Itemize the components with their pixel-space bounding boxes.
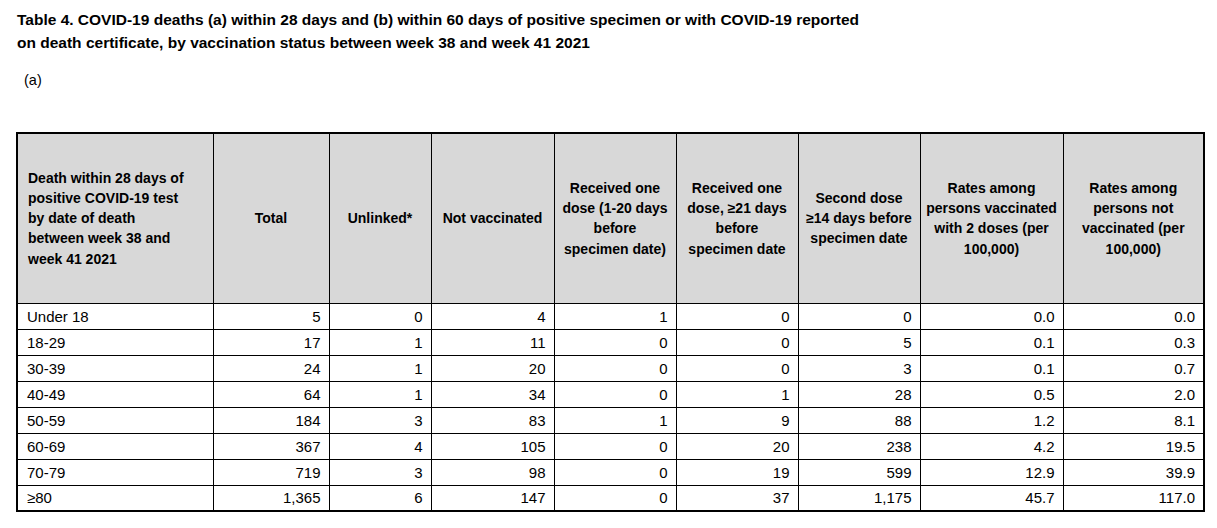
cell-value: 0.5 — [920, 381, 1063, 407]
cell-value: 19.5 — [1063, 433, 1204, 459]
cell-value: 12.9 — [920, 459, 1063, 485]
cell-value: 0 — [554, 485, 676, 511]
header-not-vaccinated: Not vaccinated — [431, 133, 554, 303]
cell-value: 599 — [798, 459, 920, 485]
table-title-line-1: Table 4. COVID-19 deaths (a) within 28 d… — [17, 8, 859, 31]
cell-value: 20 — [676, 433, 798, 459]
cell-value: 1,175 — [798, 485, 920, 511]
cell-value: 0 — [676, 329, 798, 355]
cell-value: 98 — [431, 459, 554, 485]
cell-value: 1 — [554, 303, 676, 329]
cell-value: 0.7 — [1063, 355, 1204, 381]
cell-value: 719 — [213, 459, 329, 485]
cell-value: 0.1 — [920, 355, 1063, 381]
cell-value: 83 — [431, 407, 554, 433]
cell-value: 1 — [329, 381, 431, 407]
cell-value: 11 — [431, 329, 554, 355]
cell-value: 0 — [554, 355, 676, 381]
cell-value: 34 — [431, 381, 554, 407]
cell-value: 2.0 — [1063, 381, 1204, 407]
cell-value: 0 — [329, 303, 431, 329]
header-unlinked: Unlinked* — [329, 133, 431, 303]
cell-value: 117.0 — [1063, 485, 1204, 511]
cell-value: 4 — [431, 303, 554, 329]
cell-value: 0 — [554, 433, 676, 459]
header-total: Total — [213, 133, 329, 303]
cell-value: 3 — [329, 407, 431, 433]
table-row: 70-7971939801959912.939.9 — [17, 459, 1204, 485]
cell-value: 0 — [676, 303, 798, 329]
cell-value: 0.0 — [1063, 303, 1204, 329]
cell-value: 0 — [554, 459, 676, 485]
cell-value: 3 — [329, 459, 431, 485]
cell-value: 0.1 — [920, 329, 1063, 355]
cell-value: 1 — [329, 329, 431, 355]
cell-value: 17 — [213, 329, 329, 355]
section-label-a: (a) — [24, 72, 42, 88]
cell-value: 64 — [213, 381, 329, 407]
cell-value: 1 — [554, 407, 676, 433]
cell-value: 1,365 — [213, 485, 329, 511]
covid-deaths-table: Death within 28 days of positive COVID-1… — [16, 132, 1205, 512]
header-rates-not-vaccinated: Rates among persons not vaccinated (per … — [1063, 133, 1204, 303]
cell-value: 0.0 — [920, 303, 1063, 329]
cell-value: 5 — [213, 303, 329, 329]
header-row: Death within 28 days of positive COVID-1… — [17, 133, 1204, 303]
table-row: 18-29171110050.10.3 — [17, 329, 1204, 355]
header-one-dose-21-days: Received one dose, ≥21 days before speci… — [676, 133, 798, 303]
cell-value: 147 — [431, 485, 554, 511]
cell-value: 6 — [329, 485, 431, 511]
cell-value: 367 — [213, 433, 329, 459]
table-body: Under 185041000.00.018-29171110050.10.33… — [17, 303, 1204, 511]
document-page: Table 4. COVID-19 deaths (a) within 28 d… — [0, 0, 1217, 528]
cell-value: 39.9 — [1063, 459, 1204, 485]
row-label: 40-49 — [17, 381, 213, 407]
cell-value: 184 — [213, 407, 329, 433]
cell-value: 20 — [431, 355, 554, 381]
header-death-within-28-days: Death within 28 days of positive COVID-1… — [17, 133, 213, 303]
row-label: Under 18 — [17, 303, 213, 329]
cell-value: 37 — [676, 485, 798, 511]
table-row: 40-496413401280.52.0 — [17, 381, 1204, 407]
cell-value: 19 — [676, 459, 798, 485]
row-label: 60-69 — [17, 433, 213, 459]
row-label: 50-59 — [17, 407, 213, 433]
cell-value: 105 — [431, 433, 554, 459]
row-label: 70-79 — [17, 459, 213, 485]
cell-value: 3 — [798, 355, 920, 381]
cell-value: 88 — [798, 407, 920, 433]
header-rates-vaccinated-2-doses: Rates among persons vaccinated with 2 do… — [920, 133, 1063, 303]
cell-value: 0 — [554, 329, 676, 355]
table-row: 30-39241200030.10.7 — [17, 355, 1204, 381]
cell-value: 45.7 — [920, 485, 1063, 511]
cell-value: 4 — [329, 433, 431, 459]
row-label: ≥80 — [17, 485, 213, 511]
row-label: 18-29 — [17, 329, 213, 355]
cell-value: 28 — [798, 381, 920, 407]
header-one-dose-1-20-days: Received one dose (1-20 days before spec… — [554, 133, 676, 303]
cell-value: 1 — [329, 355, 431, 381]
cell-value: 0 — [798, 303, 920, 329]
cell-value: 0 — [554, 381, 676, 407]
table-header: Death within 28 days of positive COVID-1… — [17, 133, 1204, 303]
cell-value: 8.1 — [1063, 407, 1204, 433]
cell-value: 24 — [213, 355, 329, 381]
table-row: Under 185041000.00.0 — [17, 303, 1204, 329]
table-row: 60-6936741050202384.219.5 — [17, 433, 1204, 459]
cell-value: 0 — [676, 355, 798, 381]
table-title-line-2: on death certificate, by vaccination sta… — [17, 31, 859, 54]
cell-value: 1.2 — [920, 407, 1063, 433]
cell-value: 5 — [798, 329, 920, 355]
header-second-dose-14-days: Second dose ≥14 days before specimen dat… — [798, 133, 920, 303]
cell-value: 9 — [676, 407, 798, 433]
table-title: Table 4. COVID-19 deaths (a) within 28 d… — [17, 8, 859, 54]
table-row: 50-5918438319881.28.1 — [17, 407, 1204, 433]
cell-value: 0.3 — [1063, 329, 1204, 355]
cell-value: 4.2 — [920, 433, 1063, 459]
row-label: 30-39 — [17, 355, 213, 381]
cell-value: 1 — [676, 381, 798, 407]
table-row: ≥801,36561470371,17545.7117.0 — [17, 485, 1204, 511]
cell-value: 238 — [798, 433, 920, 459]
